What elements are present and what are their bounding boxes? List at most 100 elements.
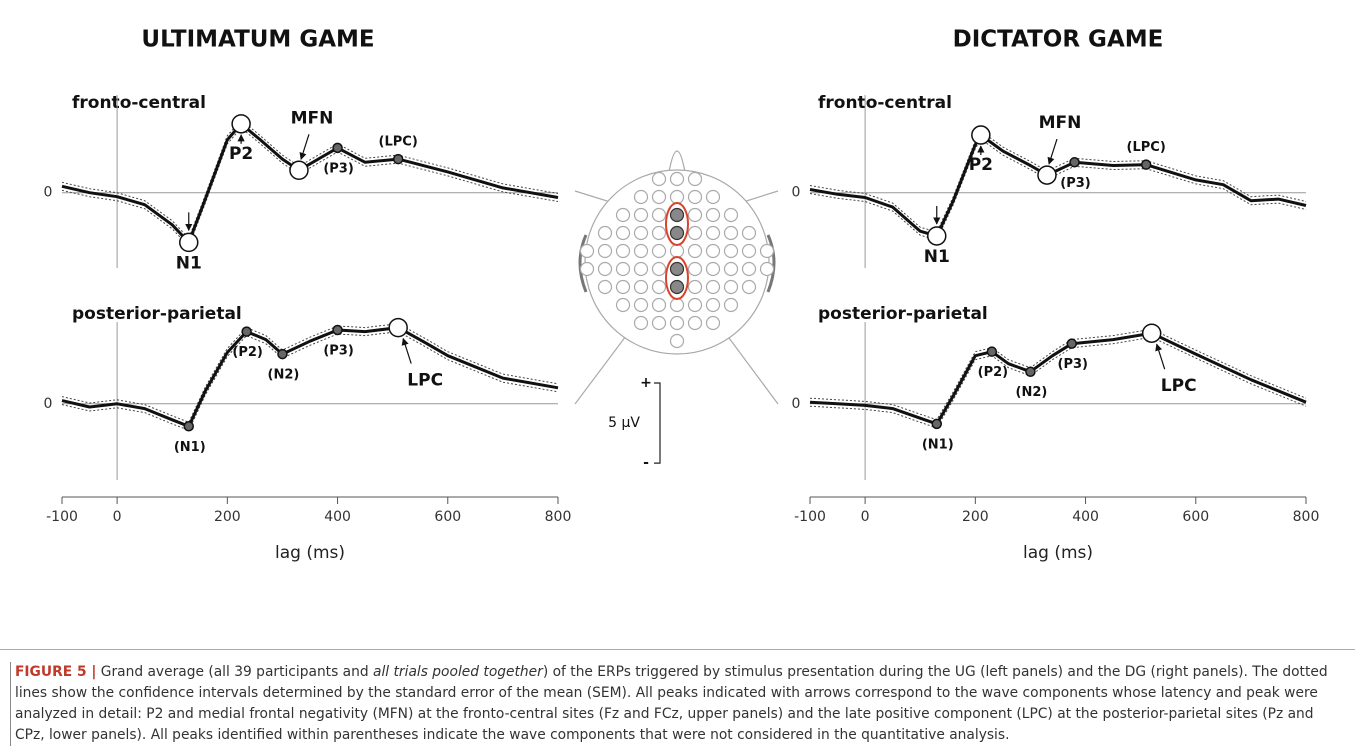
peak-marker <box>1026 367 1035 376</box>
electrode <box>707 191 720 204</box>
electrode <box>671 227 684 240</box>
electrode <box>671 173 684 186</box>
electrode <box>743 227 756 240</box>
peak-label: P2 <box>229 144 253 164</box>
x-tick-label: 0 <box>113 509 122 525</box>
peak-marker <box>987 347 996 356</box>
electrode <box>707 281 720 294</box>
peak-marker <box>242 327 251 336</box>
peak-marker <box>1038 166 1056 184</box>
electrode <box>581 245 594 258</box>
peak-label: MFN <box>291 108 334 128</box>
peak-marker <box>1067 339 1076 348</box>
electrode <box>653 245 666 258</box>
electrode <box>725 227 738 240</box>
electrode <box>761 245 774 258</box>
peak-label: (LPC) <box>379 135 418 150</box>
x-tick-label: 200 <box>962 509 989 525</box>
x-tick-label: -100 <box>794 509 826 525</box>
erp-line <box>62 328 558 427</box>
electrode <box>725 299 738 312</box>
electrode <box>689 263 702 276</box>
electrode <box>689 299 702 312</box>
caption-label: FIGURE 5 | <box>15 664 96 680</box>
panel-title: posterior-parietal <box>818 304 988 324</box>
peak-label: (N1) <box>922 437 954 452</box>
electrode <box>581 263 594 276</box>
electrode <box>761 263 774 276</box>
electrode <box>671 191 684 204</box>
electrode <box>689 209 702 222</box>
peak-marker <box>932 419 941 428</box>
caption-text: Grand average (all 39 participants and <box>96 664 373 680</box>
electrode <box>635 281 648 294</box>
peak-marker <box>1142 160 1151 169</box>
peak-label: (P3) <box>323 344 353 359</box>
electrode <box>617 299 630 312</box>
electrode <box>689 227 702 240</box>
caption-italic: all trials pooled together <box>373 664 543 680</box>
electrode <box>689 173 702 186</box>
electrode <box>671 245 684 258</box>
panel-title: posterior-parietal <box>72 304 242 324</box>
peak-label: (P2) <box>978 365 1008 380</box>
electrode <box>725 263 738 276</box>
electrode <box>653 299 666 312</box>
peak-label: (P3) <box>1060 176 1090 191</box>
electrode <box>671 281 684 294</box>
electrode <box>725 281 738 294</box>
peak-label: MFN <box>1039 113 1082 133</box>
peak-marker <box>1070 158 1079 167</box>
electrode <box>707 245 720 258</box>
electrode <box>689 317 702 330</box>
electrode <box>707 263 720 276</box>
electrode <box>617 245 630 258</box>
sem-line <box>62 332 558 431</box>
x-tick-label: 400 <box>1072 509 1099 525</box>
sem-line <box>62 128 558 247</box>
arrow <box>403 339 411 364</box>
electrode <box>743 263 756 276</box>
arrow <box>1157 344 1165 369</box>
x-axis-label: lag (ms) <box>275 543 345 563</box>
arrow <box>301 134 309 159</box>
electrode <box>635 245 648 258</box>
erp-line <box>810 333 1306 424</box>
peak-marker <box>389 319 407 337</box>
peak-label: (N2) <box>1016 385 1048 400</box>
peak-label: N1 <box>924 247 950 267</box>
sem-line <box>810 131 1306 232</box>
electrode <box>635 263 648 276</box>
peak-label: (P3) <box>323 161 353 176</box>
peak-label: LPC <box>1161 376 1197 396</box>
electrode <box>617 209 630 222</box>
peak-label: P2 <box>969 155 993 175</box>
electrode <box>671 317 684 330</box>
electrode <box>599 281 612 294</box>
electrode <box>671 335 684 348</box>
electrode <box>671 299 684 312</box>
caption: FIGURE 5 | Grand average (all 39 partici… <box>10 662 1335 746</box>
x-tick-label: 600 <box>434 509 461 525</box>
electrode <box>635 227 648 240</box>
peak-marker <box>333 143 342 152</box>
electrode <box>653 173 666 186</box>
electrode <box>617 263 630 276</box>
electrode <box>725 245 738 258</box>
peak-marker <box>184 422 193 431</box>
peak-label: (N1) <box>174 440 206 455</box>
electrode <box>689 245 702 258</box>
electrode <box>653 209 666 222</box>
peak-marker <box>333 326 342 335</box>
scale-minus: - <box>643 455 649 471</box>
scale-bar: +-5 µV <box>608 375 660 471</box>
electrode <box>635 191 648 204</box>
electrode <box>599 263 612 276</box>
x-tick-label: 600 <box>1182 509 1209 525</box>
game-title: DICTATOR GAME <box>953 27 1164 53</box>
electrode <box>707 317 720 330</box>
peak-marker <box>972 126 990 144</box>
y-tick-label: 0 <box>44 396 53 412</box>
x-tick-label: 200 <box>214 509 241 525</box>
panel-title: fronto-central <box>818 93 952 113</box>
